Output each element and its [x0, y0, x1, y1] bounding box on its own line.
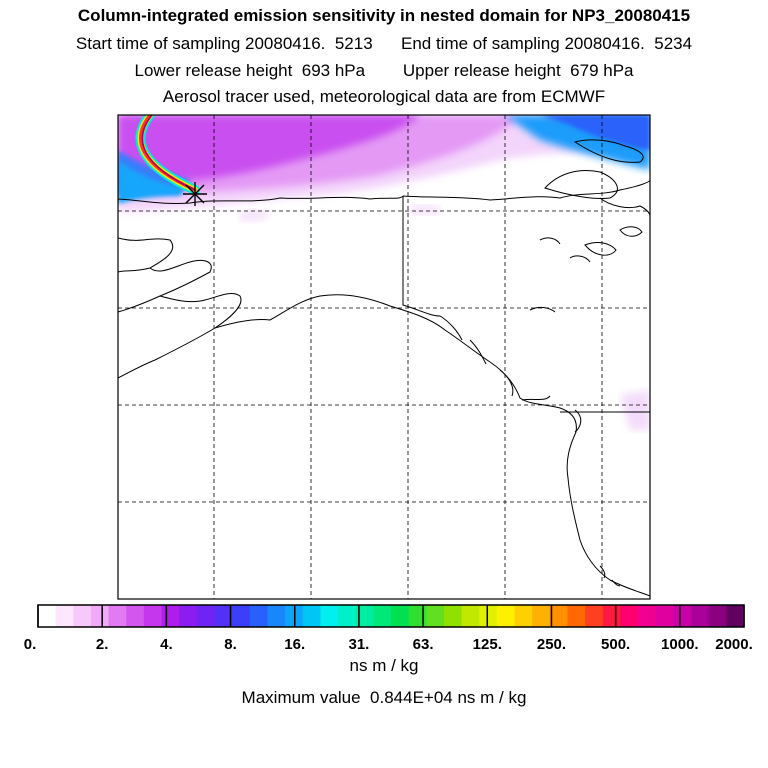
colorbar-swatch — [302, 605, 321, 627]
colorbar-swatch — [567, 605, 586, 627]
colorbar-swatch — [532, 605, 551, 627]
colorbar-tick-label: 16. — [284, 636, 306, 653]
colorbar-swatch — [267, 605, 286, 627]
colorbar-swatch — [673, 605, 692, 627]
colorbar — [37, 604, 745, 628]
colorbar-border — [37, 604, 745, 628]
colorbar-swatch — [196, 605, 215, 627]
colorbar-swatch — [514, 605, 533, 627]
colorbar-swatch — [461, 605, 480, 627]
colorbar-swatch — [496, 605, 516, 627]
colorbar-swatch — [55, 605, 74, 627]
colorbar-swatch — [126, 605, 145, 627]
colorbar-tick-label: 2. — [95, 636, 109, 653]
colorbar-units: ns m / kg — [349, 656, 419, 675]
tracer-info-line: Aerosol tracer used, meteorological data… — [162, 87, 606, 106]
colorbar-swatch — [161, 605, 180, 627]
release-height-line: Lower release height 693 hPa Upper relea… — [134, 61, 634, 80]
colorbar-swatch — [479, 605, 498, 627]
colorbar-tick-label: 0. — [23, 636, 37, 653]
colorbar-tick-label: 1000. — [661, 636, 699, 653]
colorbar-swatch — [90, 605, 110, 627]
colorbar-swatch — [708, 605, 727, 627]
colorbar-swatch — [214, 605, 233, 627]
colorbar-swatch — [602, 605, 621, 627]
colorbar-tick-label: 2000. — [715, 636, 753, 653]
colorbar-swatch — [179, 605, 198, 627]
coastlines — [118, 139, 650, 597]
colorbar-swatch — [249, 605, 268, 627]
colorbar-swatch — [426, 605, 445, 627]
colorbar-tick-label: 250. — [536, 636, 567, 653]
colorbar-swatch — [73, 605, 92, 627]
colorbar-swatch — [638, 605, 657, 627]
colorbar-swatch — [585, 605, 604, 627]
colorbar-tick-label: 31. — [348, 636, 370, 653]
chart-title: Column-integrated emission sensitivity i… — [77, 6, 691, 25]
colorbar-swatch — [391, 605, 410, 627]
colorbar-swatch — [373, 605, 392, 627]
colorbar-swatch — [320, 605, 339, 627]
colorbar-swatch — [549, 605, 568, 627]
colorbar-tick-label: 4. — [160, 636, 173, 653]
colorbar-tick-label: 63. — [412, 636, 434, 653]
colorbar-tick-label: 125. — [472, 636, 502, 653]
sampling-time-line: Start time of sampling 20080416. 5213 En… — [75, 34, 693, 53]
colorbar-swatch — [726, 605, 745, 627]
colorbar-swatch — [620, 605, 639, 627]
colorbar-swatch — [691, 605, 710, 627]
colorbar-swatch — [38, 605, 57, 627]
colorbar-swatch — [655, 605, 674, 627]
colorbar-swatch — [338, 605, 357, 627]
release-point-asterisk — [183, 182, 207, 206]
colorbar-swatch — [408, 605, 427, 627]
sensitivity-field — [118, 115, 650, 430]
colorbar-swatch — [355, 605, 374, 627]
map-frame — [117, 114, 651, 600]
colorbar-tick-label: 8. — [224, 636, 237, 653]
colorbar-tick-label: 500. — [601, 636, 631, 653]
maximum-value-label: Maximum value 0.844E+04 ns m / kg — [241, 688, 527, 707]
colorbar-swatch — [143, 605, 163, 627]
map-panel — [117, 114, 651, 600]
colorbar-swatch — [443, 605, 463, 627]
colorbar-swatch — [108, 605, 127, 627]
lat-lon-gridlines — [118, 115, 650, 599]
colorbar-swatch — [232, 605, 251, 627]
